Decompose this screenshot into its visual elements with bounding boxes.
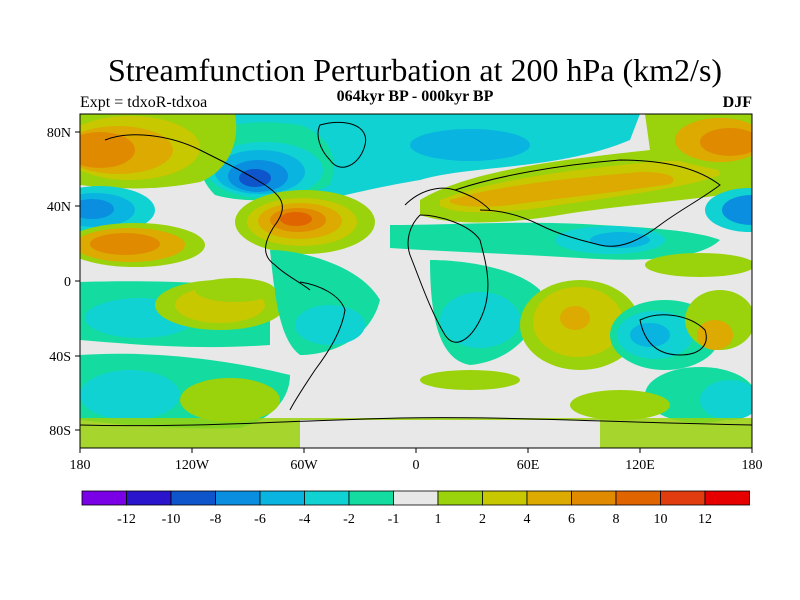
contour-southern-low-2 bbox=[80, 370, 180, 420]
contour-indian-high-3 bbox=[560, 306, 590, 330]
contour-se-high bbox=[570, 390, 670, 420]
colorbar-label: -1 bbox=[388, 512, 400, 527]
colorbar-label: 4 bbox=[524, 512, 531, 527]
colorbar-swatch bbox=[126, 490, 172, 506]
experiment-label: Expt = tdxoR-tdxoa bbox=[80, 94, 208, 111]
colorbar-swatch bbox=[81, 490, 127, 506]
contour-right-low-2 bbox=[722, 195, 752, 225]
contour-npacific-high-4 bbox=[80, 132, 135, 168]
contour-sam-high bbox=[195, 278, 275, 302]
contour-nepacific-high-3 bbox=[700, 128, 752, 156]
lon-tick-label: 120W bbox=[175, 458, 210, 473]
colorbar-swatch bbox=[170, 490, 216, 506]
map-subtitle: 064kyr BP - 000kyr BP bbox=[336, 88, 494, 105]
colorbar-swatch bbox=[437, 490, 483, 506]
season-label: DJF bbox=[722, 94, 752, 111]
contour-sam-low-2 bbox=[295, 305, 365, 345]
lon-tick-label: 180 bbox=[742, 458, 763, 473]
lon-tick-label: 60E bbox=[517, 458, 540, 473]
colorbar-swatch bbox=[660, 490, 706, 506]
lon-tick-label: 60W bbox=[290, 458, 318, 473]
colorbar: -12 -10 -8 -6 -4 -2 -1 1 2 4 6 8 10 12 bbox=[81, 490, 750, 527]
contour-swpacific-high-2 bbox=[697, 320, 733, 350]
contour-pacific-low-3 bbox=[80, 199, 114, 219]
colorbar-label: -4 bbox=[299, 512, 311, 527]
contour-se-low-2 bbox=[700, 380, 752, 420]
colorbar-label: 10 bbox=[654, 512, 668, 527]
lon-tick-label: 120E bbox=[625, 458, 655, 473]
contour-tropical-asia-low-3 bbox=[590, 232, 650, 248]
colorbar-label: -8 bbox=[210, 512, 222, 527]
colorbar-swatch bbox=[526, 490, 572, 506]
contour-canada-low-5 bbox=[239, 169, 271, 187]
contour-pacific-high-3 bbox=[90, 233, 160, 255]
colorbar-swatch bbox=[304, 490, 350, 506]
contour-eurasia-high-3 bbox=[450, 172, 674, 207]
contour-field bbox=[80, 114, 752, 448]
colorbar-label: 1 bbox=[435, 512, 442, 527]
colorbar-swatch bbox=[571, 490, 617, 506]
contour-arctic-core bbox=[410, 129, 530, 161]
contour-trop-pacific-high bbox=[645, 253, 752, 277]
colorbar-label: -12 bbox=[117, 512, 136, 527]
lat-tick-label: 0 bbox=[64, 275, 71, 290]
colorbar-label: -2 bbox=[343, 512, 355, 527]
colorbar-swatch bbox=[615, 490, 661, 506]
contour-australia-low-3 bbox=[630, 323, 670, 347]
colorbar-label: 6 bbox=[568, 512, 575, 527]
colorbar-swatch bbox=[215, 490, 261, 506]
axis-ticks bbox=[75, 131, 753, 453]
colorbar-swatch bbox=[259, 490, 305, 506]
colorbar-swatch bbox=[393, 490, 439, 506]
map-title: Streamfunction Perturbation at 200 hPa (… bbox=[107, 52, 723, 88]
contour-arctic-negative bbox=[230, 114, 640, 206]
lon-tick-label: 180 bbox=[70, 458, 91, 473]
colorbar-swatch bbox=[482, 490, 528, 506]
colorbar-label: -10 bbox=[162, 512, 181, 527]
lat-tick-label: 40N bbox=[47, 200, 71, 215]
contour-antarctic-neutral bbox=[300, 420, 600, 448]
colorbar-label: 8 bbox=[613, 512, 620, 527]
contour-atlantic-high-5 bbox=[280, 212, 312, 226]
colorbar-label: 2 bbox=[479, 512, 486, 527]
lat-tick-label: 40S bbox=[49, 350, 71, 365]
lon-tick-label: 0 bbox=[413, 458, 420, 473]
colorbar-label: -6 bbox=[254, 512, 266, 527]
contour-south-atl-high bbox=[420, 370, 520, 390]
coastlines bbox=[80, 121, 752, 427]
lat-tick-label: 80S bbox=[49, 424, 71, 439]
colorbar-swatch bbox=[348, 490, 394, 506]
colorbar-swatch bbox=[704, 490, 750, 506]
colorbar-label: 12 bbox=[698, 512, 712, 527]
lat-tick-label: 80N bbox=[47, 126, 71, 141]
contour-southern-high bbox=[180, 378, 280, 422]
